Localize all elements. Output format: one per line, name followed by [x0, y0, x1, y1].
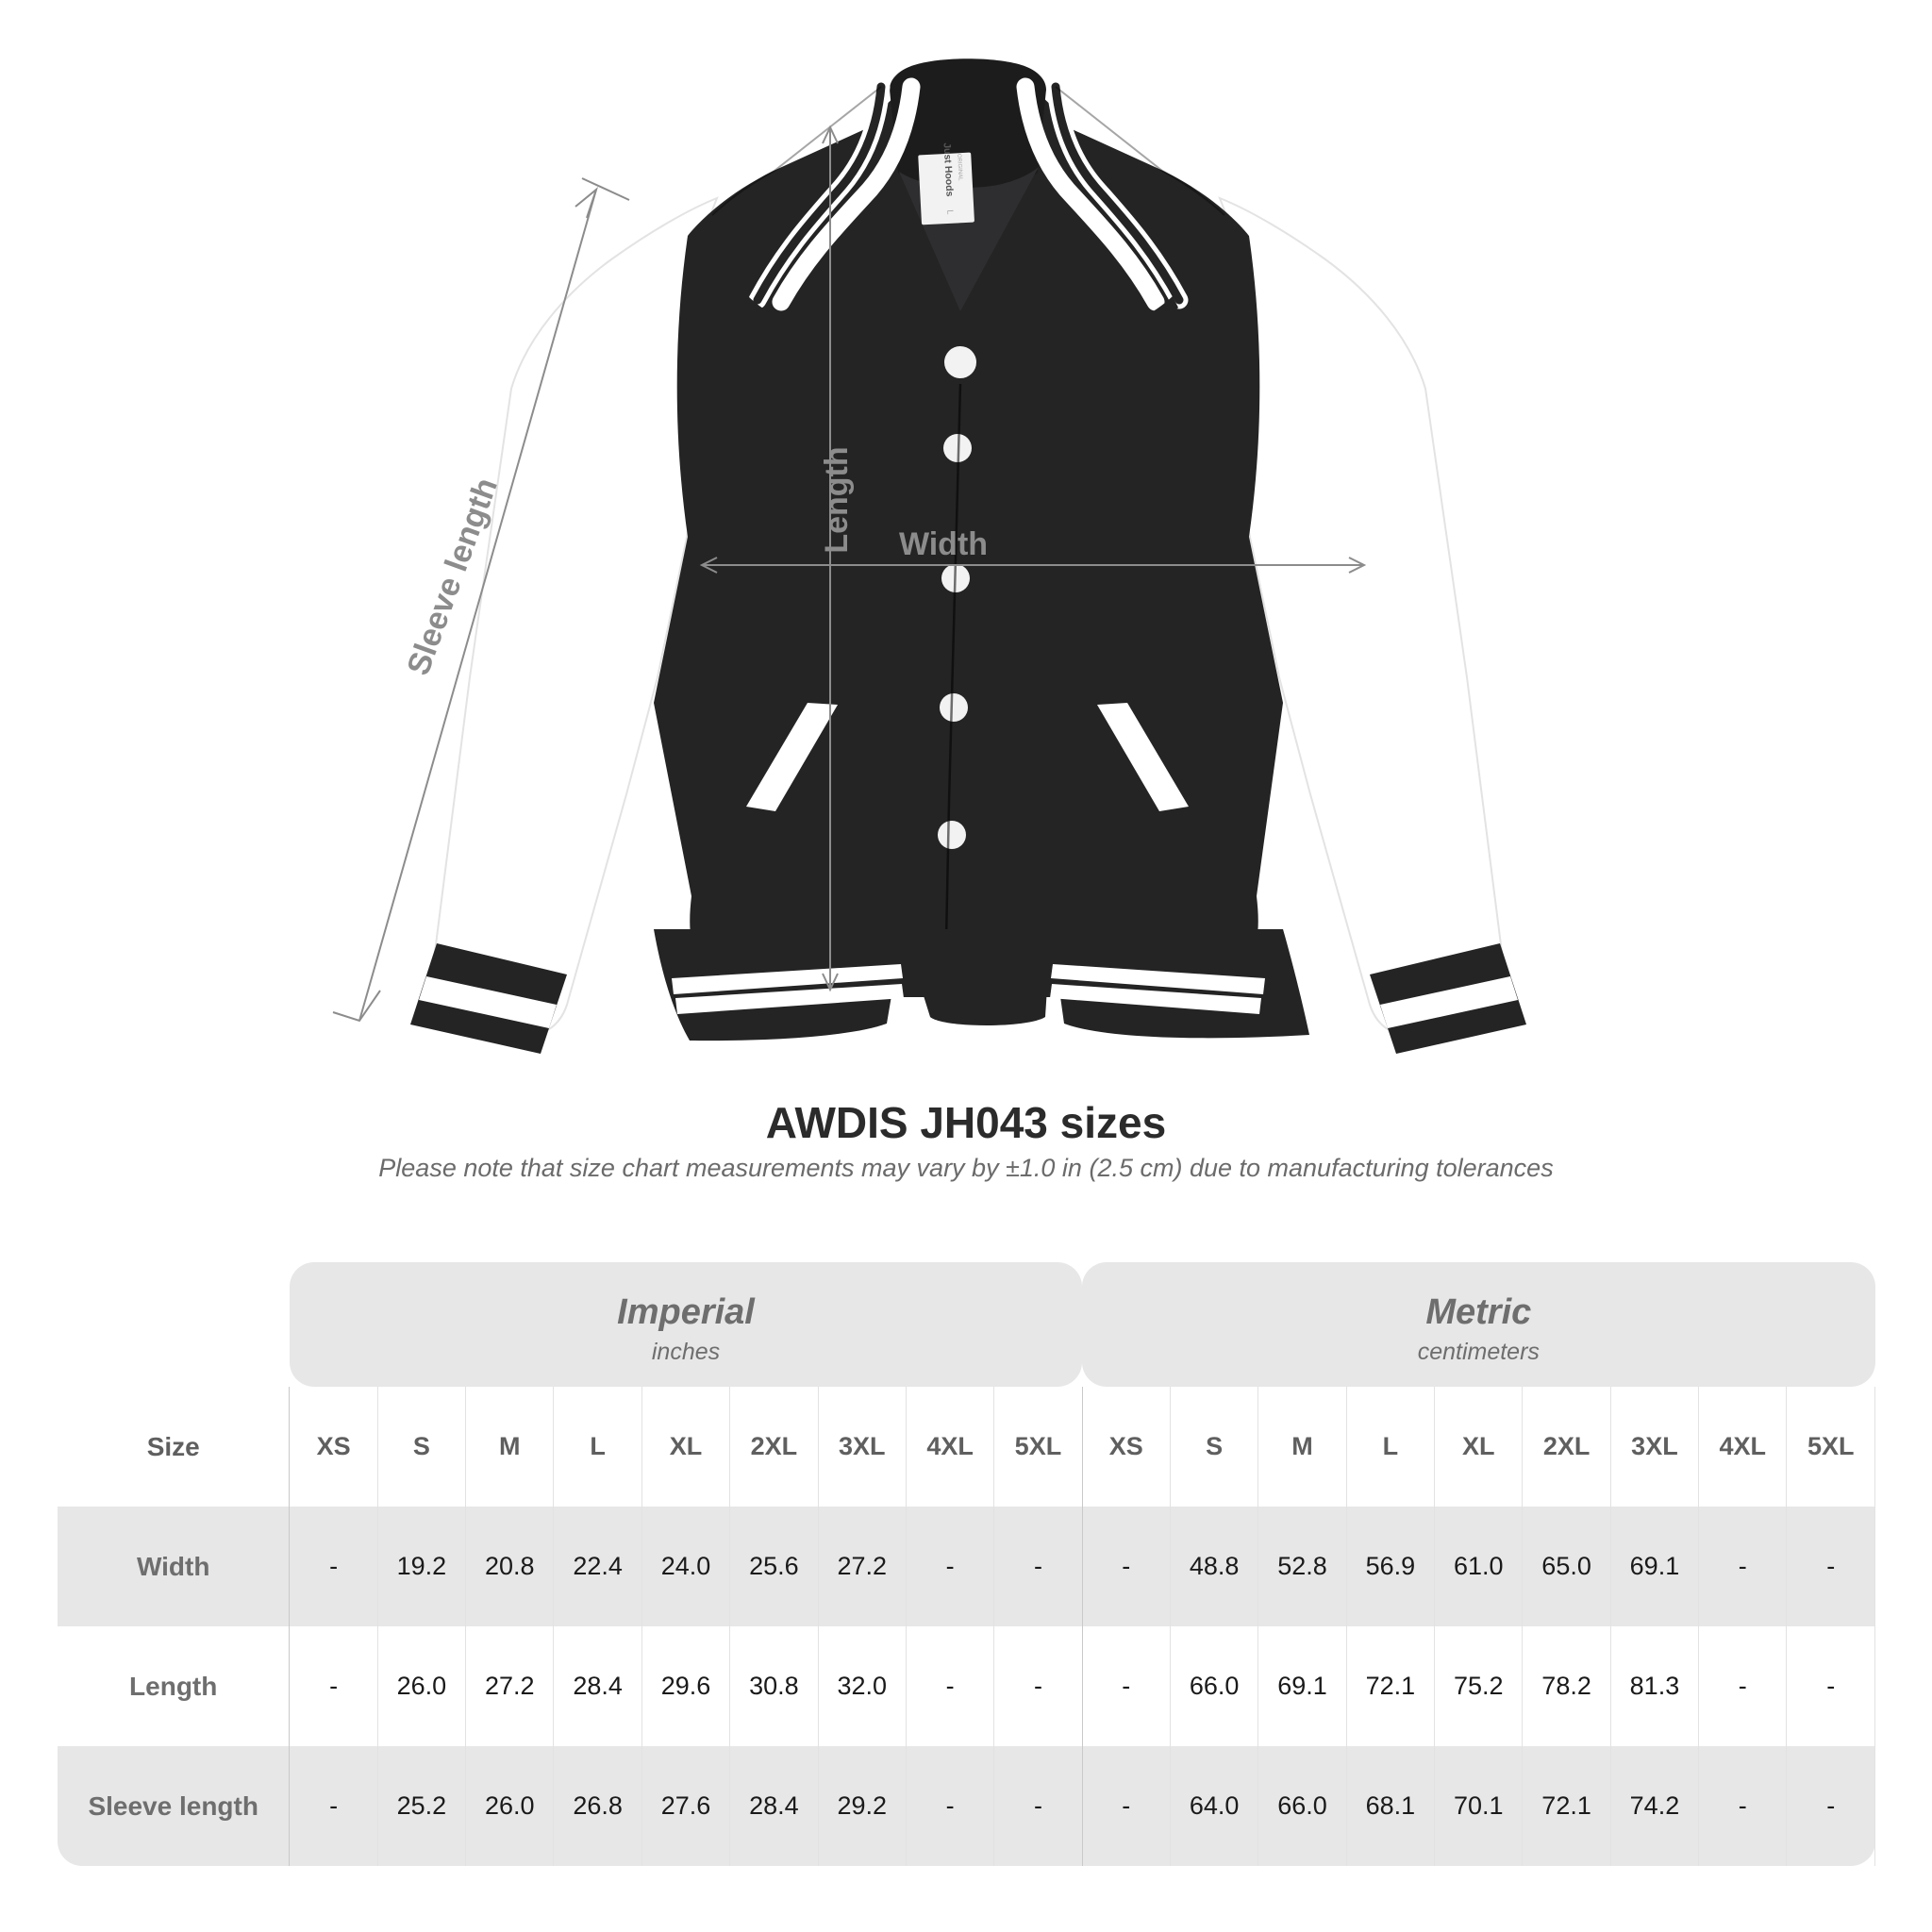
- svg-text:Width: Width: [899, 526, 988, 562]
- svg-text:L: L: [945, 209, 955, 215]
- svg-text:Length: Length: [819, 446, 855, 553]
